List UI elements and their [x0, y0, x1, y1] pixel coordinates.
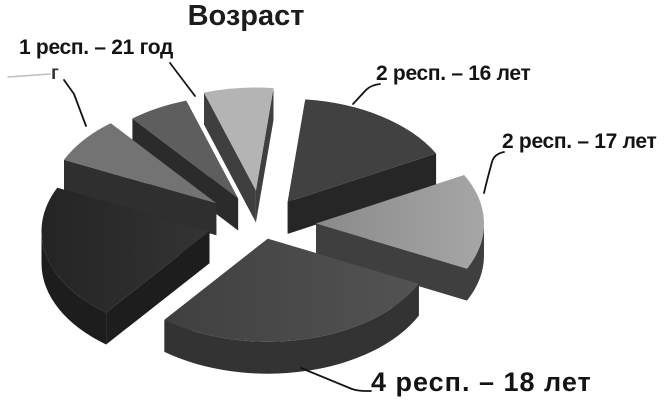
slice-unlabeled-left-top: [41, 187, 210, 313]
slice-18-let-rim-wall: [164, 283, 419, 374]
slice-21-god-top: [204, 87, 274, 191]
slice-21-god-left-wall: [204, 92, 256, 223]
erased-label-fragment: г: [51, 63, 59, 84]
callout-line-erased: [63, 79, 87, 127]
callout-line-16-let: [352, 83, 381, 105]
slice-unlabeled-left-left-wall: [106, 231, 210, 345]
callout-line-18-let: [300, 367, 372, 392]
callout-label-18-let: 4 респ. – 18 лет: [371, 367, 592, 397]
callout-line-21-god: [169, 62, 196, 97]
slice-21-god-right-wall: [255, 88, 274, 223]
erased-label-line: [7, 73, 51, 78]
slice-unlabeled-sliver-top: [132, 100, 239, 199]
callout-label-16-let: 2 респ. – 16 лет: [376, 62, 531, 85]
slice-17-let-right-wall: [316, 223, 467, 301]
slice-16-let-right-wall: [287, 153, 437, 234]
slice-unlabeled-upper-left-top: [64, 123, 217, 204]
callout-label-17-let: 2 респ. – 17 лет: [502, 130, 657, 153]
slice-17-let-top: [316, 175, 484, 269]
callout-line-17-let: [483, 151, 505, 194]
slice-unlabeled-left-rim-wall: [41, 231, 107, 345]
slice-17-let-rim-wall: [467, 223, 484, 301]
slice-16-let-top: [287, 99, 437, 202]
slice-unlabeled-upper-left-left-wall: [64, 159, 217, 236]
chart-title: Возраст: [187, 0, 305, 32]
callout-label-21-god: 1 респ. – 21 год: [19, 36, 174, 59]
slice-18-let-top: [164, 238, 419, 342]
